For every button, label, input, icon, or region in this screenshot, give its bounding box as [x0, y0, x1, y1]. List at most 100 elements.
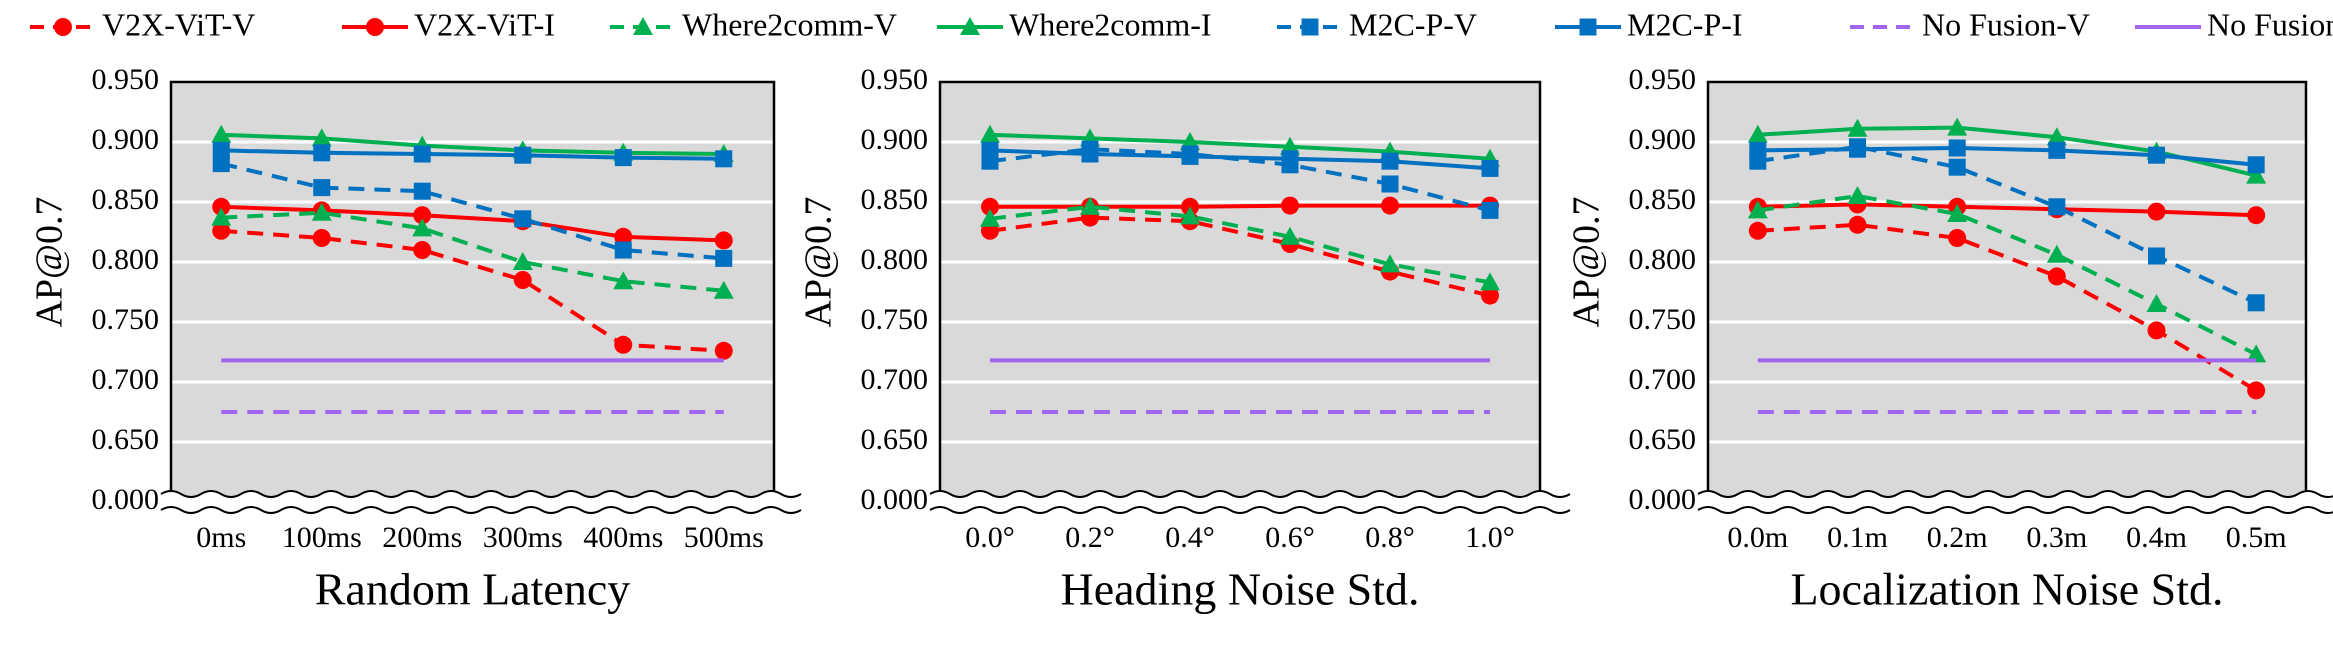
legend-label: V2X-ViT-I [414, 6, 555, 42]
marker [1381, 175, 1399, 193]
y-tick-label: 0.850 [861, 183, 929, 216]
marker [2147, 202, 2166, 221]
marker [412, 218, 433, 237]
y-tick-label: 0.750 [92, 303, 160, 336]
y-tick-label: 0.650 [92, 423, 160, 456]
y-tick-label: 0.900 [861, 123, 929, 156]
x-tick-label: 0.0° [965, 521, 1015, 554]
marker [512, 252, 533, 270]
legend-item: V2X-ViT-V [30, 6, 255, 42]
marker [633, 17, 653, 35]
x-tick-label: 0.6° [1265, 521, 1315, 554]
marker [2048, 141, 2066, 159]
x-axis-title: Localization Noise Std. [1790, 564, 2223, 615]
marker [1080, 196, 1100, 215]
subplot: 0.000 0.650 0.700 0.750 0.800 0.850 0.900 0.950… [798, 63, 1571, 615]
marker [413, 206, 432, 225]
y-tick-label: 0.900 [92, 123, 160, 156]
plot-area [171, 82, 774, 502]
y-tick-label: 0.750 [861, 303, 929, 336]
marker [413, 241, 432, 259]
marker [2146, 294, 2167, 312]
x-tick-label: 300ms [483, 521, 563, 554]
marker [2047, 267, 2066, 286]
marker [713, 280, 734, 299]
legend-item: M2C-P-V [1277, 6, 1477, 42]
y-tick-label: 0.700 [1629, 363, 1697, 396]
marker [1847, 186, 1868, 204]
legend-label: Where2comm-V [682, 6, 897, 42]
y-axis-title: AP@0.7 [1566, 196, 1608, 327]
subplot: 0.000 0.650 0.700 0.750 0.800 0.850 0.900 0.950… [29, 63, 802, 615]
marker [2247, 381, 2266, 400]
marker [1948, 229, 1967, 247]
x-tick-label: 0.4m [2126, 521, 2187, 554]
legend-item: V2X-ViT-I [342, 6, 555, 42]
axis-break [1697, 490, 2333, 498]
marker [514, 146, 532, 164]
marker [2247, 294, 2265, 312]
marker [1747, 200, 1768, 219]
legend-label: M2C-P-V [1349, 6, 1477, 42]
marker [1848, 215, 1867, 234]
marker [614, 335, 633, 354]
series-line [1757, 222, 2258, 393]
marker [311, 202, 332, 221]
x-tick-label: 0.5m [2226, 521, 2287, 554]
series-line [989, 215, 1491, 298]
marker [960, 17, 980, 35]
marker [715, 150, 733, 168]
y-axis-title: AP@0.7 [798, 196, 840, 327]
marker [1181, 147, 1199, 165]
marker [2148, 247, 2165, 265]
legend-label: V2X-ViT-V [102, 6, 255, 42]
marker [1947, 117, 1968, 136]
marker [1947, 204, 1968, 222]
marker [1281, 196, 1299, 215]
legend-label: Where2comm-I [1009, 6, 1212, 42]
marker [1380, 254, 1400, 273]
marker [1747, 124, 1768, 143]
marker [313, 179, 331, 197]
marker [54, 18, 72, 36]
marker [211, 124, 232, 143]
series-line [989, 204, 1491, 285]
x-tick-label: 0.3m [2026, 521, 2087, 554]
x-tick-label: 0.8° [1365, 521, 1415, 554]
marker [2046, 127, 2067, 146]
marker [1081, 145, 1099, 163]
y-tick-label: 0.800 [92, 243, 160, 276]
series-line [989, 147, 1491, 213]
x-tick-label: 0.2m [1927, 521, 1988, 554]
y-tick-label: 0.950 [92, 63, 160, 96]
marker [2147, 321, 2166, 340]
marker [1749, 141, 1767, 159]
marker [1281, 150, 1299, 168]
series-line [1757, 193, 2258, 357]
marker [714, 341, 733, 360]
marker [1481, 286, 1499, 305]
marker [1481, 159, 1499, 177]
series-line [221, 228, 724, 353]
series-line [1757, 145, 2257, 167]
marker [980, 124, 1000, 143]
x-tick-label: 0.2° [1065, 521, 1115, 554]
legend-item: No Fusion-V [1850, 6, 2090, 42]
y-tick-label: 0.650 [861, 423, 929, 456]
marker [1280, 226, 1300, 245]
marker [1748, 221, 1767, 240]
marker [2246, 344, 2267, 363]
marker [2048, 198, 2066, 216]
marker [614, 149, 632, 167]
series-line [989, 132, 1491, 161]
marker [980, 208, 1000, 227]
y-tick-label: 0.950 [861, 63, 929, 96]
marker [312, 229, 331, 247]
y-tick-label: 0.000 [92, 483, 160, 516]
marker [413, 182, 431, 200]
series-line [221, 210, 724, 293]
axis-break [930, 491, 1570, 513]
marker [1948, 139, 1966, 157]
axis-break [160, 506, 802, 514]
legend-label: M2C-P-I [1627, 6, 1743, 42]
